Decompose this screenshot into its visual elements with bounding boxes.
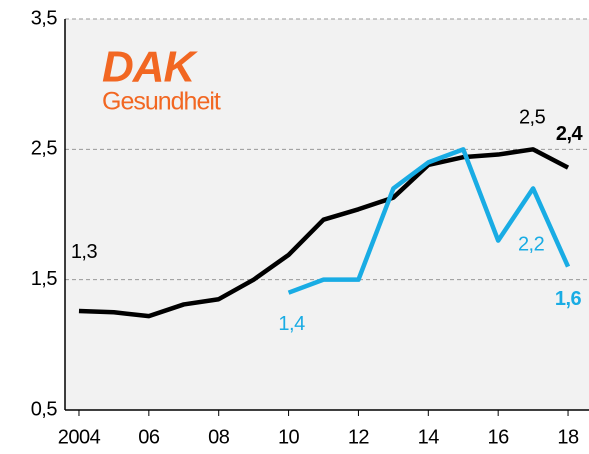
x-tick-label: 12	[348, 426, 370, 448]
logo-text: Gesundheit	[102, 88, 221, 116]
x-tick-label: 10	[278, 426, 300, 448]
x-tick-label: 18	[557, 426, 579, 448]
data-label: 1,4	[278, 313, 305, 335]
y-tick-label: 0,5	[31, 398, 58, 420]
data-label: 1,3	[71, 241, 98, 263]
x-tick-label: 06	[138, 426, 160, 448]
data-label: 2,5	[519, 107, 546, 129]
data-label: 1,6	[555, 288, 582, 310]
data-label: 2,4	[556, 123, 584, 145]
y-tick-label: 2,5	[31, 138, 58, 160]
y-tick-label: 1,5	[31, 268, 58, 290]
y-tick-label: 3,5	[31, 7, 58, 29]
plot-area	[65, 19, 589, 410]
line-series	[287, 147, 571, 295]
line-series	[78, 147, 570, 319]
data-label: 2,2	[518, 234, 545, 256]
x-tick-label: 14	[418, 426, 440, 448]
x-tick-label: 2004	[58, 426, 101, 448]
x-tick-label: 16	[488, 426, 510, 448]
logo-brand: DAK	[102, 43, 199, 92]
x-tick-label: 08	[208, 426, 230, 448]
